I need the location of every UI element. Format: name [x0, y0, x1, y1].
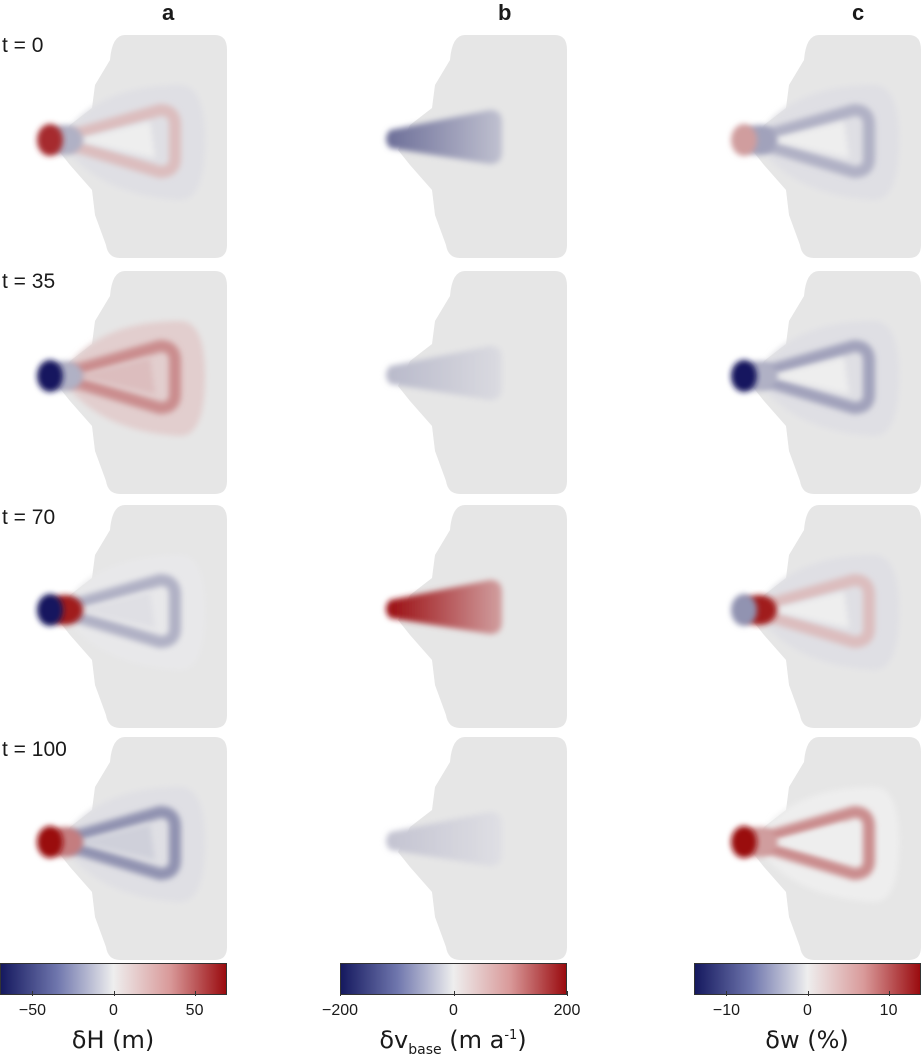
row-label-t70: t = 70 [2, 506, 56, 529]
heatmap-panel [37, 35, 227, 258]
stream-interior-region [75, 122, 155, 158]
heatmap-panel [386, 35, 567, 258]
colorbar-tick [726, 991, 728, 996]
stream-rim-region [743, 574, 875, 648]
stream-rim-region [49, 574, 181, 648]
heatmap-panel [386, 505, 567, 728]
ice-stream-region [386, 812, 502, 866]
stream-interior-region [769, 824, 849, 860]
column-label-a: a [162, 0, 175, 25]
colorbar-tick [807, 991, 809, 996]
row-label-t100: t = 100 [2, 738, 67, 761]
colorbar-tick-label: 0 [449, 1002, 458, 1019]
colorbar-tick-label: 200 [553, 1002, 581, 1019]
stream-rim-region [743, 104, 875, 178]
colorbar-tick-label: 0 [109, 1002, 118, 1019]
heatmap-panel [731, 35, 921, 258]
colorbar-title-b: δvbase (m a-1) [379, 1026, 527, 1058]
terminus-tip-region [37, 826, 63, 858]
stream-interior-region [769, 592, 849, 628]
stream-rim-region [743, 806, 875, 880]
colorbar-tick [888, 991, 890, 996]
colorbar-tick [113, 991, 115, 996]
stream-interior-region [769, 358, 849, 394]
row-label-t35: t = 35 [2, 270, 56, 293]
ice-stream-region [386, 346, 502, 400]
terminus-tip-region [37, 360, 63, 392]
colorbar-title-a: δH (m) [71, 1026, 155, 1054]
heatmap-panel [731, 737, 921, 960]
heatmap-panel [386, 737, 567, 960]
heatmap-panel [37, 271, 227, 494]
stream-interior-region [75, 824, 155, 860]
terminus-tip-region [37, 124, 63, 156]
colorbar-tick [567, 991, 568, 996]
terminus-tip-region [731, 826, 757, 858]
ice-stream-region [386, 580, 502, 634]
stream-interior-region [75, 358, 155, 394]
stream-interior-region [769, 122, 849, 158]
column-label-b: b [498, 0, 512, 25]
heatmap-panel [731, 505, 921, 728]
colorbar-tick-label: 0 [803, 1002, 812, 1019]
colorbar-tick-label: 10 [879, 1002, 898, 1019]
colorbar-tick-label: −50 [18, 1002, 46, 1019]
row-label-t0: t = 0 [2, 34, 44, 57]
stream-interior-region [75, 592, 155, 628]
ice-stream-region [386, 110, 502, 164]
stream-rim-region [49, 806, 181, 880]
heatmap-panel [37, 505, 227, 728]
colorbar-tick-label: −200 [321, 1002, 359, 1019]
terminus-tip-region [731, 124, 757, 156]
terminus-tip-region [37, 594, 63, 626]
colorbar-tick [453, 991, 455, 996]
colorbar-tick-label: −10 [712, 1002, 740, 1019]
stream-rim-region [49, 340, 181, 414]
colorbar-tick [32, 991, 34, 996]
heatmap-panel [731, 271, 921, 494]
stream-rim-region [49, 104, 181, 178]
column-label-c: c [852, 0, 865, 25]
colorbar-tick [194, 991, 196, 996]
colorbar-title-c: δw (%) [765, 1026, 849, 1054]
terminus-tip-region [731, 594, 757, 626]
heatmap-panel [386, 271, 567, 494]
colorbar-tick [340, 991, 341, 996]
colorbar-tick-label: 50 [185, 1002, 204, 1019]
stream-rim-region [743, 340, 875, 414]
heatmap-panel [37, 737, 227, 960]
terminus-tip-region [731, 360, 757, 392]
